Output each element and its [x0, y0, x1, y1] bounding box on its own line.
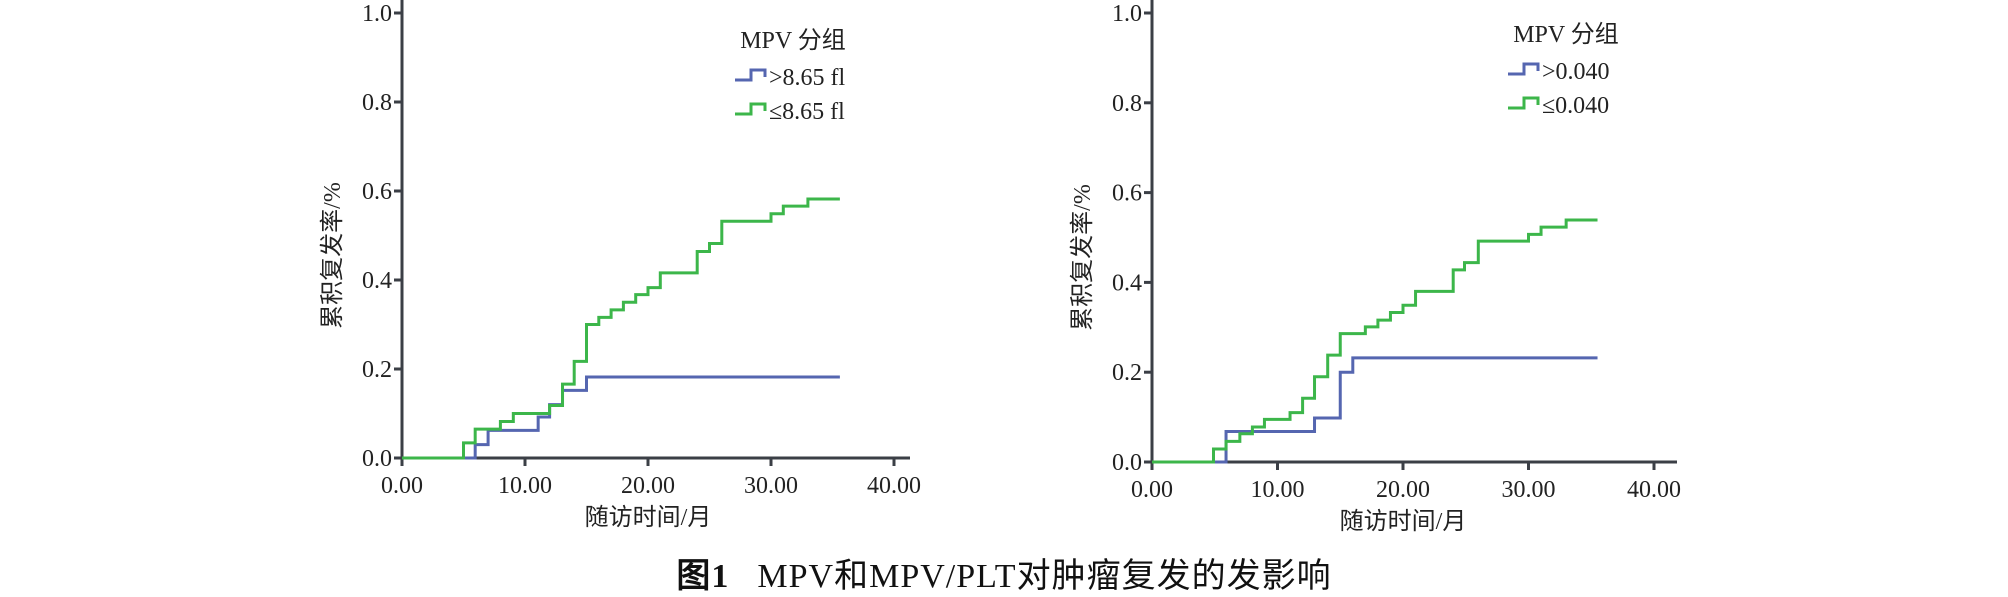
figure-number: 图1 — [676, 558, 730, 595]
legend-title: MPV 分组 — [1513, 21, 1619, 48]
y-tick-label: 1.0 — [1112, 1, 1142, 27]
y-tick-label: 0.0 — [362, 446, 392, 472]
y-tick-label: 0.0 — [1112, 450, 1142, 476]
legend-label: ≤8.65 fl — [769, 99, 845, 125]
y-tick-label: 0.8 — [362, 90, 392, 116]
y-tick-label: 0.8 — [1112, 91, 1142, 117]
legend-swatch-icon — [735, 68, 767, 82]
legend-label: ≤0.040 — [1542, 93, 1609, 119]
x-tick-label: 10.00 — [1251, 477, 1305, 503]
series-line-low — [402, 197, 840, 460]
legend-swatch-icon — [735, 102, 767, 116]
y-axis-title: 累积复发率/% — [319, 182, 346, 329]
figure-caption-text: MPV和MPV/PLT对肿瘤复发的发影响 — [757, 558, 1332, 595]
legend-label: >0.040 — [1542, 59, 1610, 85]
figure-caption: 图1 MPV和MPV/PLT对肿瘤复发的发影响 — [0, 548, 2008, 597]
y-axis-title: 累积复发率/% — [1069, 184, 1096, 331]
y-tick-label: 1.0 — [362, 1, 392, 27]
x-axis-title: 随访时间/月 — [1340, 508, 1467, 535]
x-tick-label: 20.00 — [1376, 477, 1430, 503]
x-tick-label: 0.00 — [1131, 477, 1173, 503]
y-tick-label: 0.2 — [362, 357, 392, 383]
legend-title: MPV 分组 — [740, 27, 846, 54]
legend-swatch-icon — [1508, 62, 1540, 76]
y-tick-label: 0.6 — [362, 179, 392, 205]
series-line-high — [1152, 356, 1598, 464]
x-tick-label: 10.00 — [498, 473, 552, 499]
x-tick-label: 30.00 — [1502, 477, 1556, 503]
y-tick-label: 0.4 — [1112, 270, 1142, 296]
x-tick-label: 30.00 — [744, 473, 798, 499]
y-tick-label: 0.4 — [362, 268, 392, 294]
legend-swatch-icon — [1508, 96, 1540, 110]
x-tick-label: 40.00 — [867, 473, 921, 499]
x-tick-label: 20.00 — [621, 473, 675, 499]
series-line-low — [1152, 218, 1598, 464]
y-tick-label: 0.6 — [1112, 181, 1142, 207]
y-tick-label: 0.2 — [1112, 360, 1142, 386]
x-axis-title: 随访时间/月 — [585, 504, 712, 531]
x-tick-label: 40.00 — [1627, 477, 1681, 503]
x-tick-label: 0.00 — [381, 473, 423, 499]
series-line-high — [402, 375, 840, 460]
legend-label: >8.65 fl — [769, 65, 846, 91]
